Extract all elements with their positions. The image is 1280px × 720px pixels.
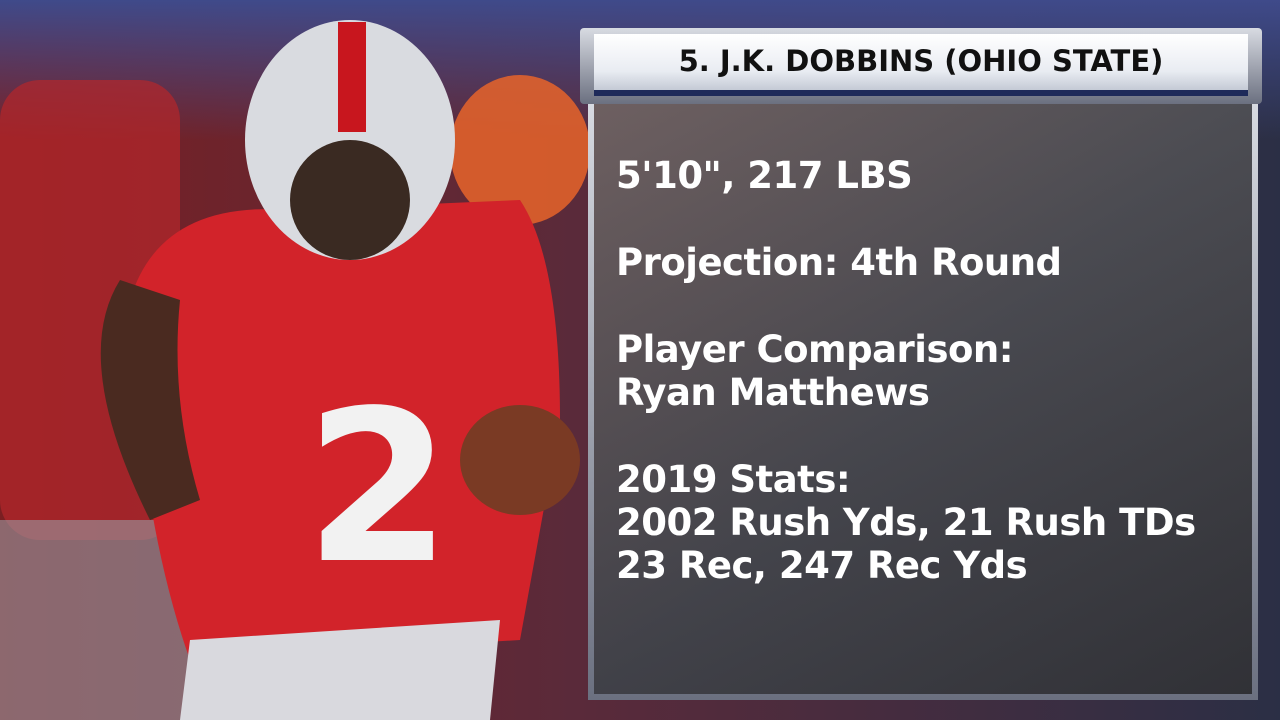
stats-panel [594,102,1252,694]
player-face [290,140,410,260]
helmet-stripe [338,22,366,132]
football [460,405,580,515]
player-pants [180,620,500,720]
title: 5. J.K. DOBBINS (OHIO STATE) [679,44,1164,78]
stat-line: 5'10", 217 LBS [616,154,912,197]
jersey-number: 2 [305,365,451,610]
stat-line: Player Comparison: [616,328,1013,371]
stat-line: Projection: 4th Round [616,241,1062,284]
opponent-helmet [450,75,590,225]
stat-line: 2002 Rush Yds, 21 Rush TDs [616,501,1196,544]
title-underline [594,90,1248,96]
title-bar [594,34,1248,96]
player-arm [100,280,200,520]
stat-line: 23 Rec, 247 Rec Yds [616,544,1027,587]
stats-text: 5'10", 217 LBS Projection: 4th Round Playe… [616,154,1196,587]
player-jersey [130,200,560,660]
stat-line: 2019 Stats: [616,458,850,501]
stat-line: Ryan Matthews [616,371,929,414]
